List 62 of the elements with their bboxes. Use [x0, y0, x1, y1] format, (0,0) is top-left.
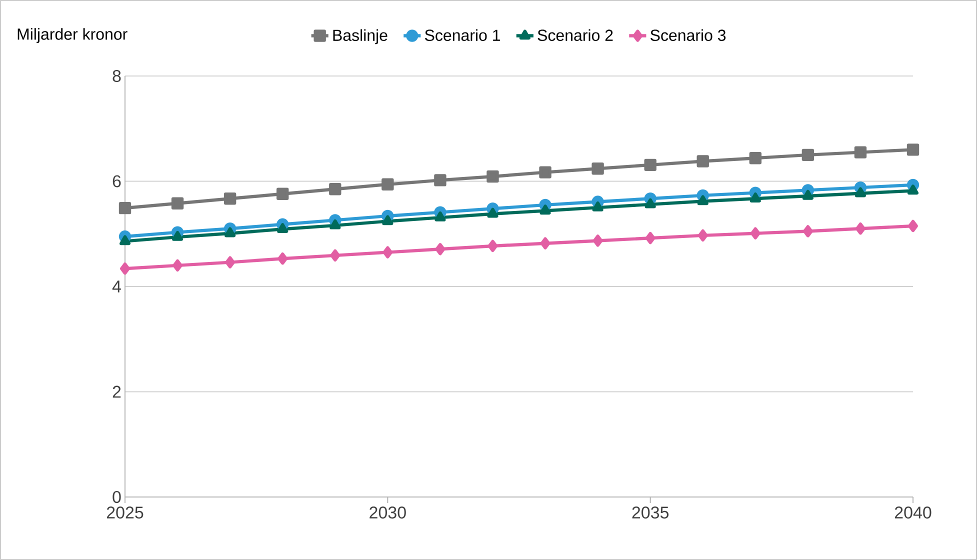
y-tick-label: 8 [112, 70, 121, 82]
point [802, 225, 813, 238]
y-axis-title: Miljarder kronor [18, 28, 128, 43]
point [118, 202, 132, 214]
point [120, 235, 130, 246]
point [434, 211, 446, 222]
point [645, 232, 656, 244]
point [540, 237, 550, 250]
y-tick-label: 6 [112, 175, 121, 188]
point [592, 162, 604, 175]
point [382, 215, 394, 226]
y-tick-label: 4 [112, 280, 121, 292]
point [749, 152, 762, 164]
point [276, 188, 289, 200]
y-tick-label: 2 [112, 386, 121, 398]
point [750, 227, 760, 240]
point [486, 170, 499, 183]
point [488, 240, 498, 252]
point [382, 178, 394, 191]
y-tick-label: 0 [112, 490, 121, 504]
point [224, 192, 236, 205]
point [171, 197, 184, 210]
point [854, 187, 866, 198]
x-tick-label: 2040 [894, 506, 932, 519]
point [278, 252, 288, 265]
legend-label: Scenario 3 [650, 29, 726, 41]
point [435, 243, 446, 256]
x-tick-label: 2030 [370, 506, 406, 519]
point [329, 183, 342, 196]
point [224, 227, 236, 238]
point [644, 198, 656, 208]
point [802, 148, 814, 162]
point [802, 190, 814, 200]
point [856, 222, 866, 235]
point [120, 262, 130, 275]
point [592, 234, 603, 247]
point [382, 246, 393, 258]
legend-label: Baslinje [333, 29, 388, 44]
point [854, 146, 867, 158]
point [696, 155, 709, 168]
point [172, 259, 183, 272]
point [172, 230, 184, 241]
point [434, 174, 446, 186]
point [908, 184, 919, 195]
point [539, 166, 552, 178]
x-tick-label: 2025 [106, 506, 144, 519]
point [277, 223, 288, 233]
point [225, 256, 236, 268]
point [487, 208, 498, 218]
point [330, 249, 340, 262]
point [698, 229, 708, 242]
point [644, 158, 656, 172]
point [330, 219, 341, 230]
point [906, 144, 920, 156]
x-tick-label: 2035 [632, 506, 669, 519]
point [697, 195, 708, 206]
point [908, 220, 918, 232]
point [540, 204, 551, 215]
point [750, 192, 761, 202]
legend-label: Scenario 2 [538, 29, 613, 41]
point [592, 201, 604, 212]
legend-label: Scenario 1 [425, 29, 500, 41]
